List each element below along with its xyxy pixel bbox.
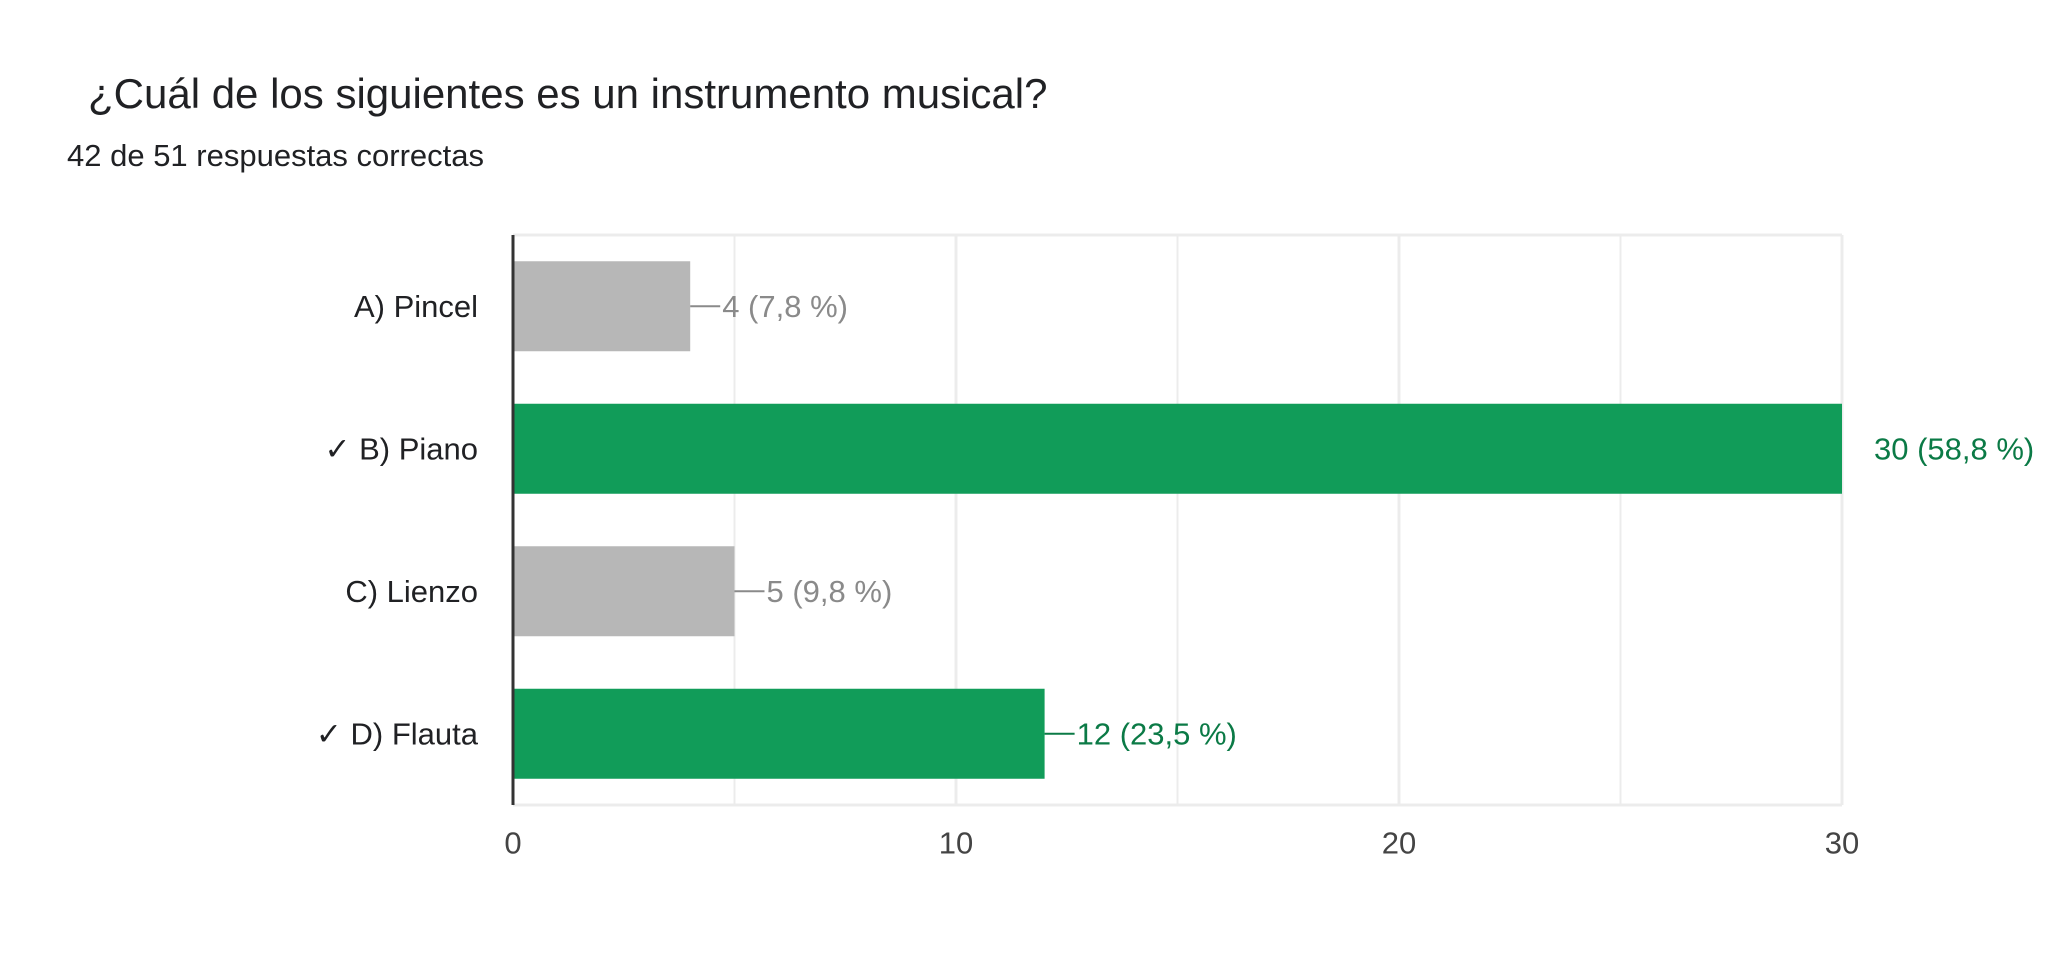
bar-3 — [513, 546, 735, 637]
bar-2 — [513, 403, 1842, 494]
data-label: 30 (58,8 %) — [1874, 431, 2034, 466]
question-title: ¿Cuál de los siguientes es un instrument… — [88, 70, 1048, 117]
data-label: 5 (9,8 %) — [767, 574, 893, 609]
x-tick-label: 30 — [1825, 826, 1859, 861]
x-tick-label: 20 — [1382, 826, 1416, 861]
category-label: C) Lienzo — [345, 574, 478, 609]
category-label: ✓ B) Piano — [325, 431, 479, 466]
bar-1 — [513, 261, 691, 352]
bar-4 — [513, 688, 1045, 779]
data-label: 4 (7,8 %) — [722, 289, 848, 324]
x-tick-label: 0 — [504, 826, 521, 861]
chart-axes: 0 10 20 30 — [504, 235, 1859, 861]
x-tick-label: 10 — [939, 826, 973, 861]
category-label: A) Pincel — [354, 289, 478, 324]
chart-labels: A) Pincel 4 (7,8 %) ✓ B) Piano 30 (58,8 %) C… — [316, 289, 2034, 752]
correct-responses-summary: 42 de 51 respuestas correctas — [67, 138, 485, 173]
chart-bars — [513, 261, 1842, 779]
category-label: ✓ D) Flauta — [316, 716, 479, 751]
data-label: 12 (23,5 %) — [1077, 716, 1237, 751]
